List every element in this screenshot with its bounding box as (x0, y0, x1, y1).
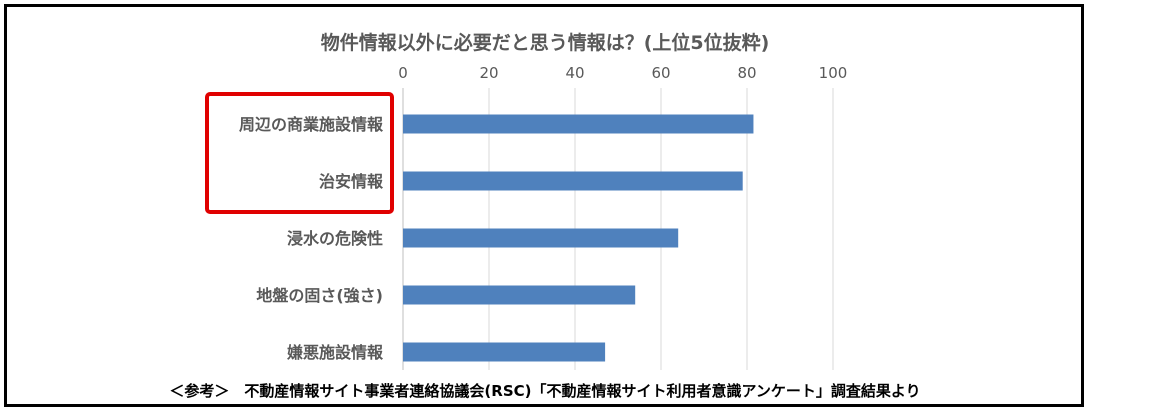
x-axis-ticks: 0 20 40 60 80 100 (398, 64, 847, 82)
x-tick-label: 80 (737, 64, 756, 82)
category-label: 浸水の危険性 (287, 229, 383, 248)
bars (403, 114, 754, 362)
bar (403, 171, 743, 191)
chart-frame (4, 4, 1084, 407)
x-tick-label: 100 (819, 64, 848, 82)
bar (403, 114, 754, 134)
highlight-box (205, 92, 394, 214)
category-label: 地盤の固さ(強さ) (256, 286, 383, 305)
x-tick-label: 20 (479, 64, 498, 82)
x-tick-label: 60 (651, 64, 670, 82)
bar (403, 342, 606, 362)
category-label: 周辺の商業施設情報 (239, 115, 384, 134)
x-tick-label: 0 (398, 64, 408, 82)
x-tick-label: 40 (565, 64, 584, 82)
category-label: 治安情報 (319, 172, 384, 191)
category-label: 嫌悪施設情報 (286, 343, 384, 362)
source-note: ＜参考＞ 不動産情報サイト事業者連絡協議会(RSC)「不動産情報サイト利用者意識… (169, 382, 921, 400)
bar (403, 228, 679, 248)
bar (403, 285, 636, 305)
highlight-rect (205, 92, 394, 214)
chart-title: 物件情報以外に必要だと思う情報は？(上位5位抜粋) (320, 32, 770, 54)
